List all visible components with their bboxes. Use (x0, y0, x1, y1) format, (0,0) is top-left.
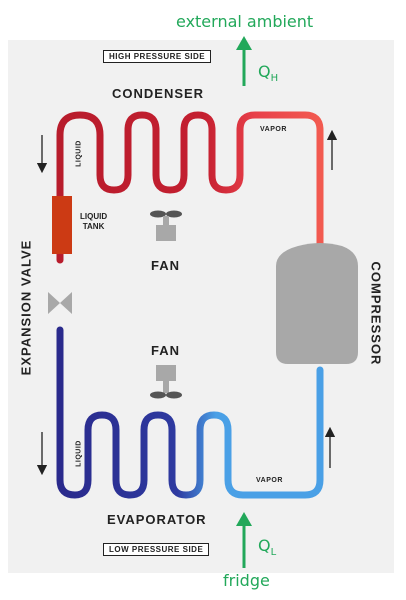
external-ambient-label: external ambient (176, 12, 314, 31)
fan-bottom-icon (150, 365, 182, 399)
liquid-label-top: LIQUID (75, 140, 83, 167)
compressor-body (276, 243, 358, 364)
qh-label: QH (258, 62, 278, 84)
condenser-label: CONDENSER (112, 86, 205, 101)
ql-main: Q (258, 536, 271, 555)
fan-top-icon (150, 210, 182, 241)
ql-label: QL (258, 536, 276, 558)
expansion-valve-label: EXPANSION VALVE (18, 239, 34, 376)
condenser-coil (56, 111, 324, 264)
fan-bottom-label: FAN (151, 343, 180, 358)
compressor-label: COMPRESSOR (368, 261, 384, 366)
ql-sub: L (270, 547, 277, 559)
fridge-label: fridge (223, 571, 270, 590)
evaporator-coil (56, 326, 324, 499)
low-pressure-side-box: LOW PRESSURE SIDE (103, 543, 210, 556)
vapor-label-bottom: VAPOR (256, 477, 283, 484)
liquid-tank-label: LIQUID TANK (80, 212, 107, 232)
qh-main: Q (258, 62, 271, 81)
liquid-tank-label-line2: TANK (82, 222, 105, 231)
qh-sub: H (270, 73, 279, 85)
high-pressure-side-box: HIGH PRESSURE SIDE (103, 50, 212, 63)
liquid-tank-label-line1: LIQUID (80, 212, 108, 221)
expansion-valve-icon (48, 292, 72, 314)
liquid-tank (52, 196, 72, 254)
heat-out-arrow (236, 36, 252, 86)
vapor-label-top: VAPOR (260, 126, 287, 133)
heat-in-arrow (236, 512, 252, 568)
liquid-label-bottom: LIQUID (75, 440, 83, 467)
evaporator-label: EVAPORATOR (107, 512, 207, 527)
fan-top-label: FAN (151, 258, 180, 273)
